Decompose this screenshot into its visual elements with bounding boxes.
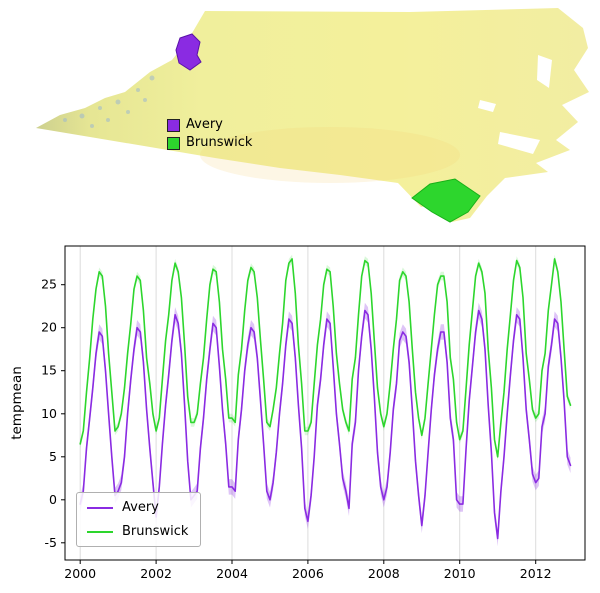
brunswick-uncertainty-band [80, 254, 571, 462]
y-tick-label: 0 [49, 492, 57, 507]
chart-legend: Avery Brunswick [76, 492, 202, 547]
avery-line-swatch [87, 506, 113, 509]
chart-legend-label-brunswick: Brunswick [122, 524, 189, 539]
y-tick-label: 5 [49, 449, 57, 464]
timeseries-chart: 2000 2002 2004 2006 2008 2010 2012 -5 0 5 10 15 20 25 [41, 245, 586, 581]
brunswick-color-swatch [167, 136, 180, 150]
nc-map [36, 8, 589, 223]
chart-legend-label-avery: Avery [122, 500, 159, 515]
coastal-sounds [478, 55, 552, 154]
warm-tint-overlay [200, 127, 460, 183]
avery-line [79, 309, 572, 540]
y-tick-label: 10 [41, 406, 57, 421]
brunswick-county-shape [411, 178, 481, 223]
chart-legend-entry-brunswick: Brunswick [87, 524, 188, 539]
map-legend-label-brunswick: Brunswick [186, 135, 253, 150]
avery-color-swatch [167, 118, 180, 132]
brunswick-line [79, 258, 572, 458]
map-legend: Avery Brunswick [167, 117, 252, 151]
map-legend-label-avery: Avery [186, 117, 223, 132]
x-tick-label: 2010 [444, 566, 476, 581]
timeseries-panel: 2000 2002 2004 2006 2008 2010 2012 -5 0 5 10 15 20 25… [0, 237, 600, 593]
map-legend-entry-brunswick: Brunswick [167, 135, 252, 151]
map-legend-entry-avery: Avery [167, 117, 252, 133]
north-carolina-shape [36, 8, 589, 222]
axes-frame [64, 245, 586, 561]
y-tick-label: 15 [41, 363, 57, 378]
avery-county-shape [175, 33, 202, 71]
x-tick-label: 2008 [368, 566, 400, 581]
brunswick-line-swatch [87, 530, 113, 533]
x-tick-label: 2006 [292, 566, 324, 581]
x-tick-label: 2012 [520, 566, 552, 581]
nc-map-panel: Avery Brunswick [0, 0, 600, 237]
y-tick-label: 20 [41, 320, 57, 335]
x-tick-label: 2002 [140, 566, 172, 581]
y-tick-label: 25 [41, 277, 57, 292]
y-tick-label: -5 [45, 535, 57, 550]
y-axis-label: tempmean [9, 366, 25, 440]
x-tick-label: 2000 [64, 566, 96, 581]
chart-legend-entry-avery: Avery [87, 500, 188, 515]
x-tick-label: 2004 [216, 566, 248, 581]
mountain-speckles [63, 75, 155, 128]
